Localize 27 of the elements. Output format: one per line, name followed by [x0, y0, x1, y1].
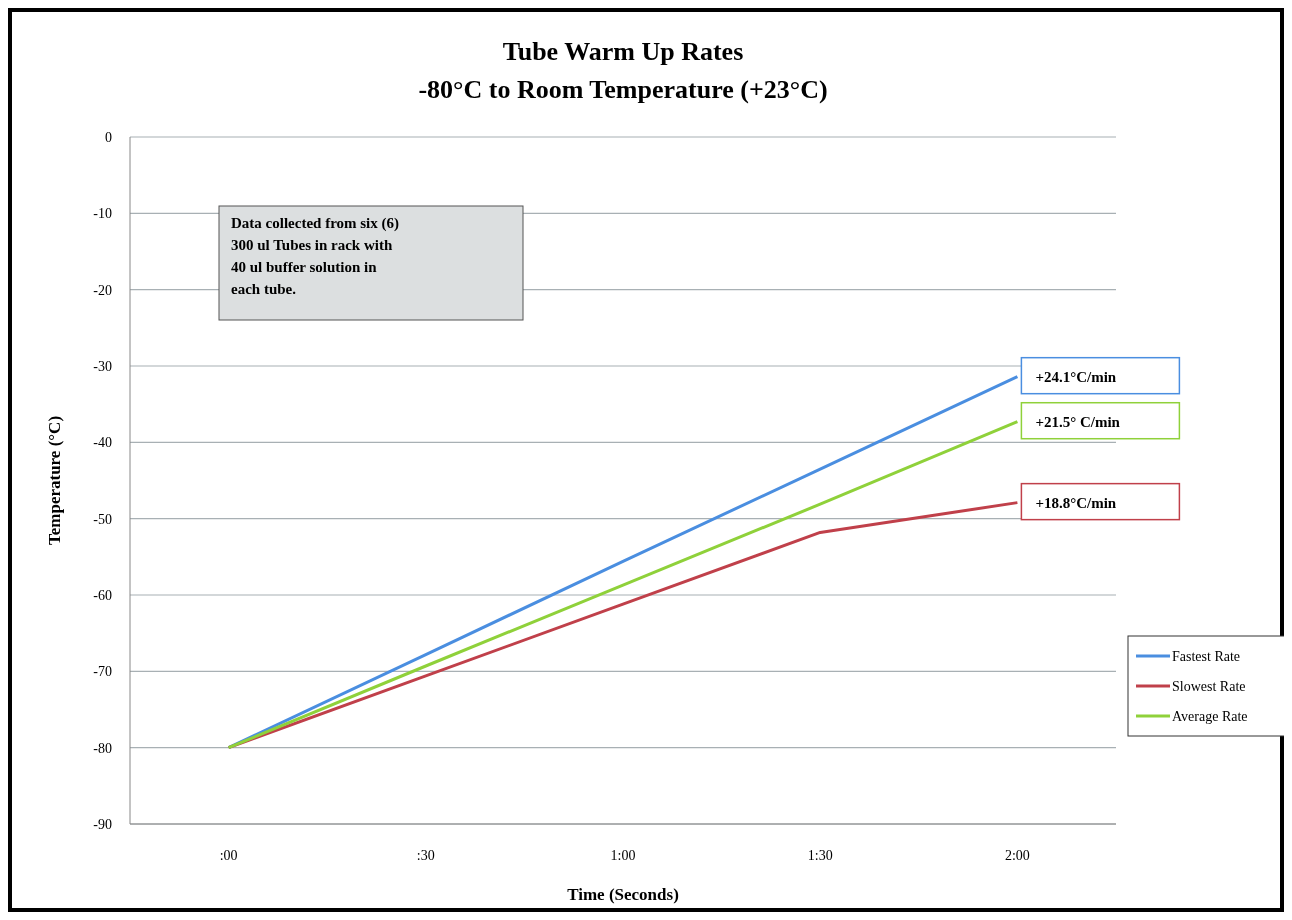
- y-tick-label: -80: [93, 740, 112, 756]
- x-tick-label: 2:00: [1004, 848, 1030, 863]
- annotation: +21.5° C/min: [1035, 413, 1121, 430]
- y-tick-label: -40: [93, 435, 112, 451]
- line-series: [227, 501, 1019, 750]
- y-tick-label: -10: [93, 206, 112, 222]
- legend-label: Fastest Rate: [1172, 649, 1241, 664]
- chart-title: Tube Warm Up Rates: [502, 37, 744, 66]
- y-tick-label: -20: [93, 282, 112, 298]
- legend-label: Slowest Rate: [1172, 679, 1246, 694]
- x-tick-label: :30: [416, 848, 435, 863]
- x-tick-label: 1:30: [807, 848, 833, 863]
- annotation: +18.8°C/min: [1035, 494, 1117, 511]
- y-axis-title: Temperature (°C): [45, 415, 64, 546]
- y-tick-label: -60: [93, 588, 112, 603]
- y-tick-label: -50: [93, 511, 112, 527]
- legend-label: Average Rate: [1172, 709, 1248, 724]
- annotation: +24.1°C/min: [1035, 368, 1117, 385]
- x-tick-label: :00: [219, 848, 238, 863]
- y-tick-label: -70: [93, 664, 112, 680]
- chart-subtitle: -80°C to Room Temperature (+23°C): [418, 75, 828, 104]
- x-axis-title: Time (Seconds): [567, 885, 679, 904]
- annotation: Data collected from six (6) 300 ul Tubes in rack with 40 ul buffer solution in each tube.: [231, 215, 400, 297]
- y-tick-label: -30: [93, 359, 112, 374]
- x-tick-label: 1:00: [610, 848, 636, 863]
- y-tick-label: -90: [93, 817, 112, 832]
- y-tick-label: 0: [105, 130, 112, 145]
